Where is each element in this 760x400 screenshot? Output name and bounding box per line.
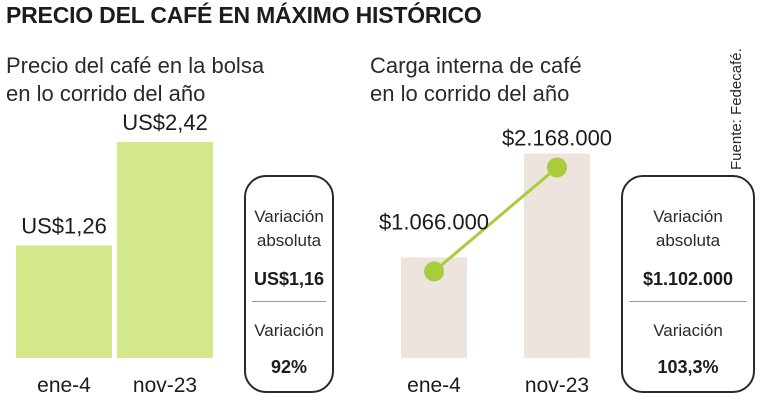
left-summary-divider [252,301,326,302]
left-data-label-ene-4: US$1,26 [21,214,107,239]
left-x-tick-ene-4: ene-4 [37,374,91,397]
left-abs-variation-label: Variación absoluta [246,205,332,253]
left-abs-variation-value: US$1,16 [253,269,325,289]
left-pct-variation-label: Variación [254,321,324,340]
left-pct-variation-value: 92% [270,357,308,377]
right-chart-title-line-2: en lo corrido del año [370,81,570,106]
right-abs-variation-label-line-1: Variación [653,207,723,226]
left-abs-variation-label-line-1: Variación [254,207,324,226]
left-bar-nov-23 [117,141,213,358]
right-summary-divider [629,301,747,302]
right-data-label-nov-23: $2.168.000 [502,125,612,150]
left-chart-title-line-2: en lo corrido del año [6,81,206,106]
right-pct-variation-value: 103,3% [657,357,719,377]
right-summary-box: Variación absoluta $1.102.000 Variación … [621,175,755,393]
left-data-label-nov-23: US$2,42 [122,110,208,135]
right-abs-variation-label: Variación absoluta [623,205,753,253]
right-x-tick-ene-4: ene-4 [407,374,461,397]
right-point-nov-23 [547,157,567,178]
right-x-tick-nov-23: nov-23 [525,374,589,397]
left-x-tick-nov-23: nov-23 [133,374,197,397]
right-abs-variation-value: $1.102.000 [642,269,734,289]
right-bar-nov-23 [524,153,590,358]
left-abs-variation-label-line-2: absoluta [256,231,322,250]
right-series-line [433,166,558,273]
right-chart-title-line-1: Carga interna de café [370,53,582,78]
chart-title: PRECIO DEL CAFÉ EN MÁXIMO HISTÓRICO [6,2,482,28]
right-data-label-ene-4: $1.066.000 [379,209,489,234]
right-point-ene-4 [424,261,444,282]
left-summary-box: Variación absoluta US$1,16 Variación 92% [244,175,334,393]
left-bar-ene-4 [16,245,112,358]
left-chart-title: Precio del café en la bolsa en lo corrid… [6,52,264,108]
left-chart-title-line-1: Precio del café en la bolsa [6,53,265,78]
right-chart-title: Carga interna de café en lo corrido del … [370,52,582,108]
right-abs-variation-label-line-2: absoluta [655,231,721,250]
right-pct-variation-label: Variación [653,321,723,340]
